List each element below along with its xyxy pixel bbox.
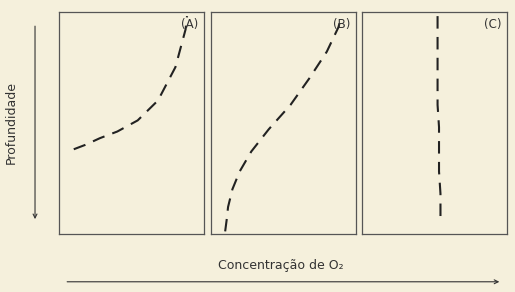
Text: Concentração de O₂: Concentração de O₂	[218, 259, 344, 272]
Text: (C): (C)	[484, 18, 502, 31]
Text: Profundidade: Profundidade	[5, 81, 18, 164]
Text: (B): (B)	[333, 18, 350, 31]
Text: (A): (A)	[181, 18, 199, 31]
